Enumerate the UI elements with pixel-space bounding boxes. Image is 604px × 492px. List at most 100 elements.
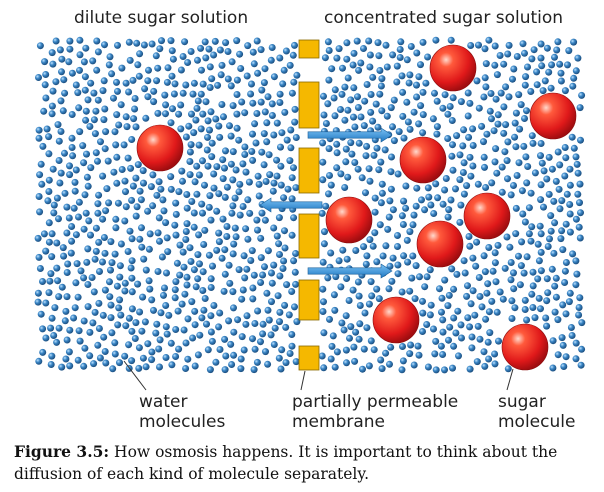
- water-molecule: [261, 216, 269, 224]
- dilute-solution-label: dilute sugar solution: [74, 8, 249, 28]
- water-molecule: [400, 252, 408, 260]
- water-molecule: [219, 156, 227, 164]
- water-molecule: [356, 320, 364, 328]
- water-molecule: [412, 262, 420, 270]
- water-molecule: [179, 248, 187, 256]
- water-molecule: [113, 179, 121, 187]
- water-molecule: [554, 148, 562, 156]
- water-molecule: [236, 180, 244, 188]
- water-molecule: [241, 109, 249, 117]
- water-molecule: [543, 297, 551, 305]
- water-molecule: [221, 246, 229, 254]
- water-molecule: [534, 240, 542, 248]
- water-molecule: [382, 349, 390, 357]
- water-molecule: [263, 119, 271, 127]
- water-molecule: [533, 81, 541, 89]
- water-molecule: [56, 46, 64, 54]
- water-molecule: [396, 54, 404, 61]
- water-molecule: [400, 197, 408, 205]
- water-molecule: [102, 128, 110, 136]
- water-molecule: [512, 204, 520, 212]
- water-molecule: [224, 75, 232, 83]
- water-molecule: [560, 363, 568, 370]
- water-molecule: [82, 107, 90, 115]
- water-molecule: [412, 202, 420, 210]
- water-molecule: [538, 159, 546, 167]
- water-molecule: [216, 346, 224, 353]
- water-molecule: [199, 80, 207, 88]
- water-molecule: [222, 39, 230, 47]
- water-molecule: [127, 264, 135, 272]
- water-molecule: [177, 125, 185, 133]
- water-molecule: [237, 355, 245, 363]
- water-molecule: [182, 236, 190, 243]
- water-molecule: [431, 350, 439, 358]
- water-molecule: [114, 321, 122, 329]
- water-molecule: [439, 104, 447, 112]
- water-molecule: [291, 268, 299, 276]
- water-molecule: [277, 143, 284, 151]
- water-molecule: [42, 71, 50, 78]
- water-molecule: [176, 241, 184, 249]
- water-molecule: [103, 185, 111, 193]
- water-molecule: [438, 308, 445, 316]
- water-molecule: [389, 51, 397, 59]
- water-molecule: [179, 53, 187, 60]
- water-molecule: [331, 306, 339, 314]
- water-molecule: [258, 209, 266, 217]
- water-molecule: [460, 126, 468, 134]
- water-molecule: [277, 365, 285, 373]
- water-molecule: [333, 54, 341, 62]
- water-molecule: [207, 216, 215, 224]
- water-molecule: [110, 94, 117, 102]
- water-molecule: [240, 252, 248, 260]
- water-molecule: [270, 73, 278, 81]
- water-molecule: [263, 289, 271, 297]
- water-molecule: [537, 230, 545, 238]
- sugar-molecule: [429, 44, 477, 92]
- water-molecule: [275, 214, 283, 222]
- water-molecule: [348, 150, 356, 158]
- water-molecule: [136, 235, 144, 243]
- water-molecule: [81, 86, 89, 94]
- water-molecule: [101, 249, 109, 257]
- water-molecule: [122, 113, 130, 121]
- water-molecule: [131, 105, 139, 113]
- water-molecule: [111, 128, 119, 136]
- water-molecule: [172, 210, 180, 218]
- membrane-segment: [298, 39, 320, 59]
- water-molecule: [116, 359, 123, 367]
- water-molecule: [199, 209, 206, 217]
- water-molecule: [362, 260, 370, 268]
- water-molecule: [484, 338, 492, 346]
- water-molecule: [400, 134, 408, 142]
- water-molecule: [64, 260, 72, 268]
- water-molecule: [537, 152, 544, 160]
- water-molecule: [59, 107, 67, 115]
- water-molecule: [328, 65, 336, 73]
- water-molecule: [156, 363, 163, 371]
- water-molecule: [292, 184, 300, 192]
- water-molecule: [131, 95, 139, 102]
- water-pointer: [123, 360, 147, 391]
- water-molecule: [141, 318, 149, 326]
- water-molecule: [385, 213, 393, 221]
- water-molecule: [519, 40, 527, 48]
- water-molecule: [292, 250, 300, 257]
- water-molecule: [371, 194, 379, 202]
- water-molecule: [264, 247, 272, 255]
- water-molecule: [508, 315, 516, 322]
- water-molecule: [267, 56, 275, 64]
- sugar-molecules: [136, 44, 577, 371]
- water-molecule: [121, 217, 129, 225]
- water-molecule: [94, 341, 102, 349]
- water-molecule: [537, 54, 545, 62]
- water-molecule: [237, 365, 245, 373]
- water-molecule: [360, 122, 368, 130]
- water-molecule: [363, 81, 371, 88]
- membrane-label: partially permeable membrane: [292, 392, 459, 433]
- water-molecule: [68, 69, 76, 77]
- water-molecule: [94, 96, 102, 104]
- water-molecule: [48, 230, 56, 238]
- water-molecule: [324, 38, 332, 46]
